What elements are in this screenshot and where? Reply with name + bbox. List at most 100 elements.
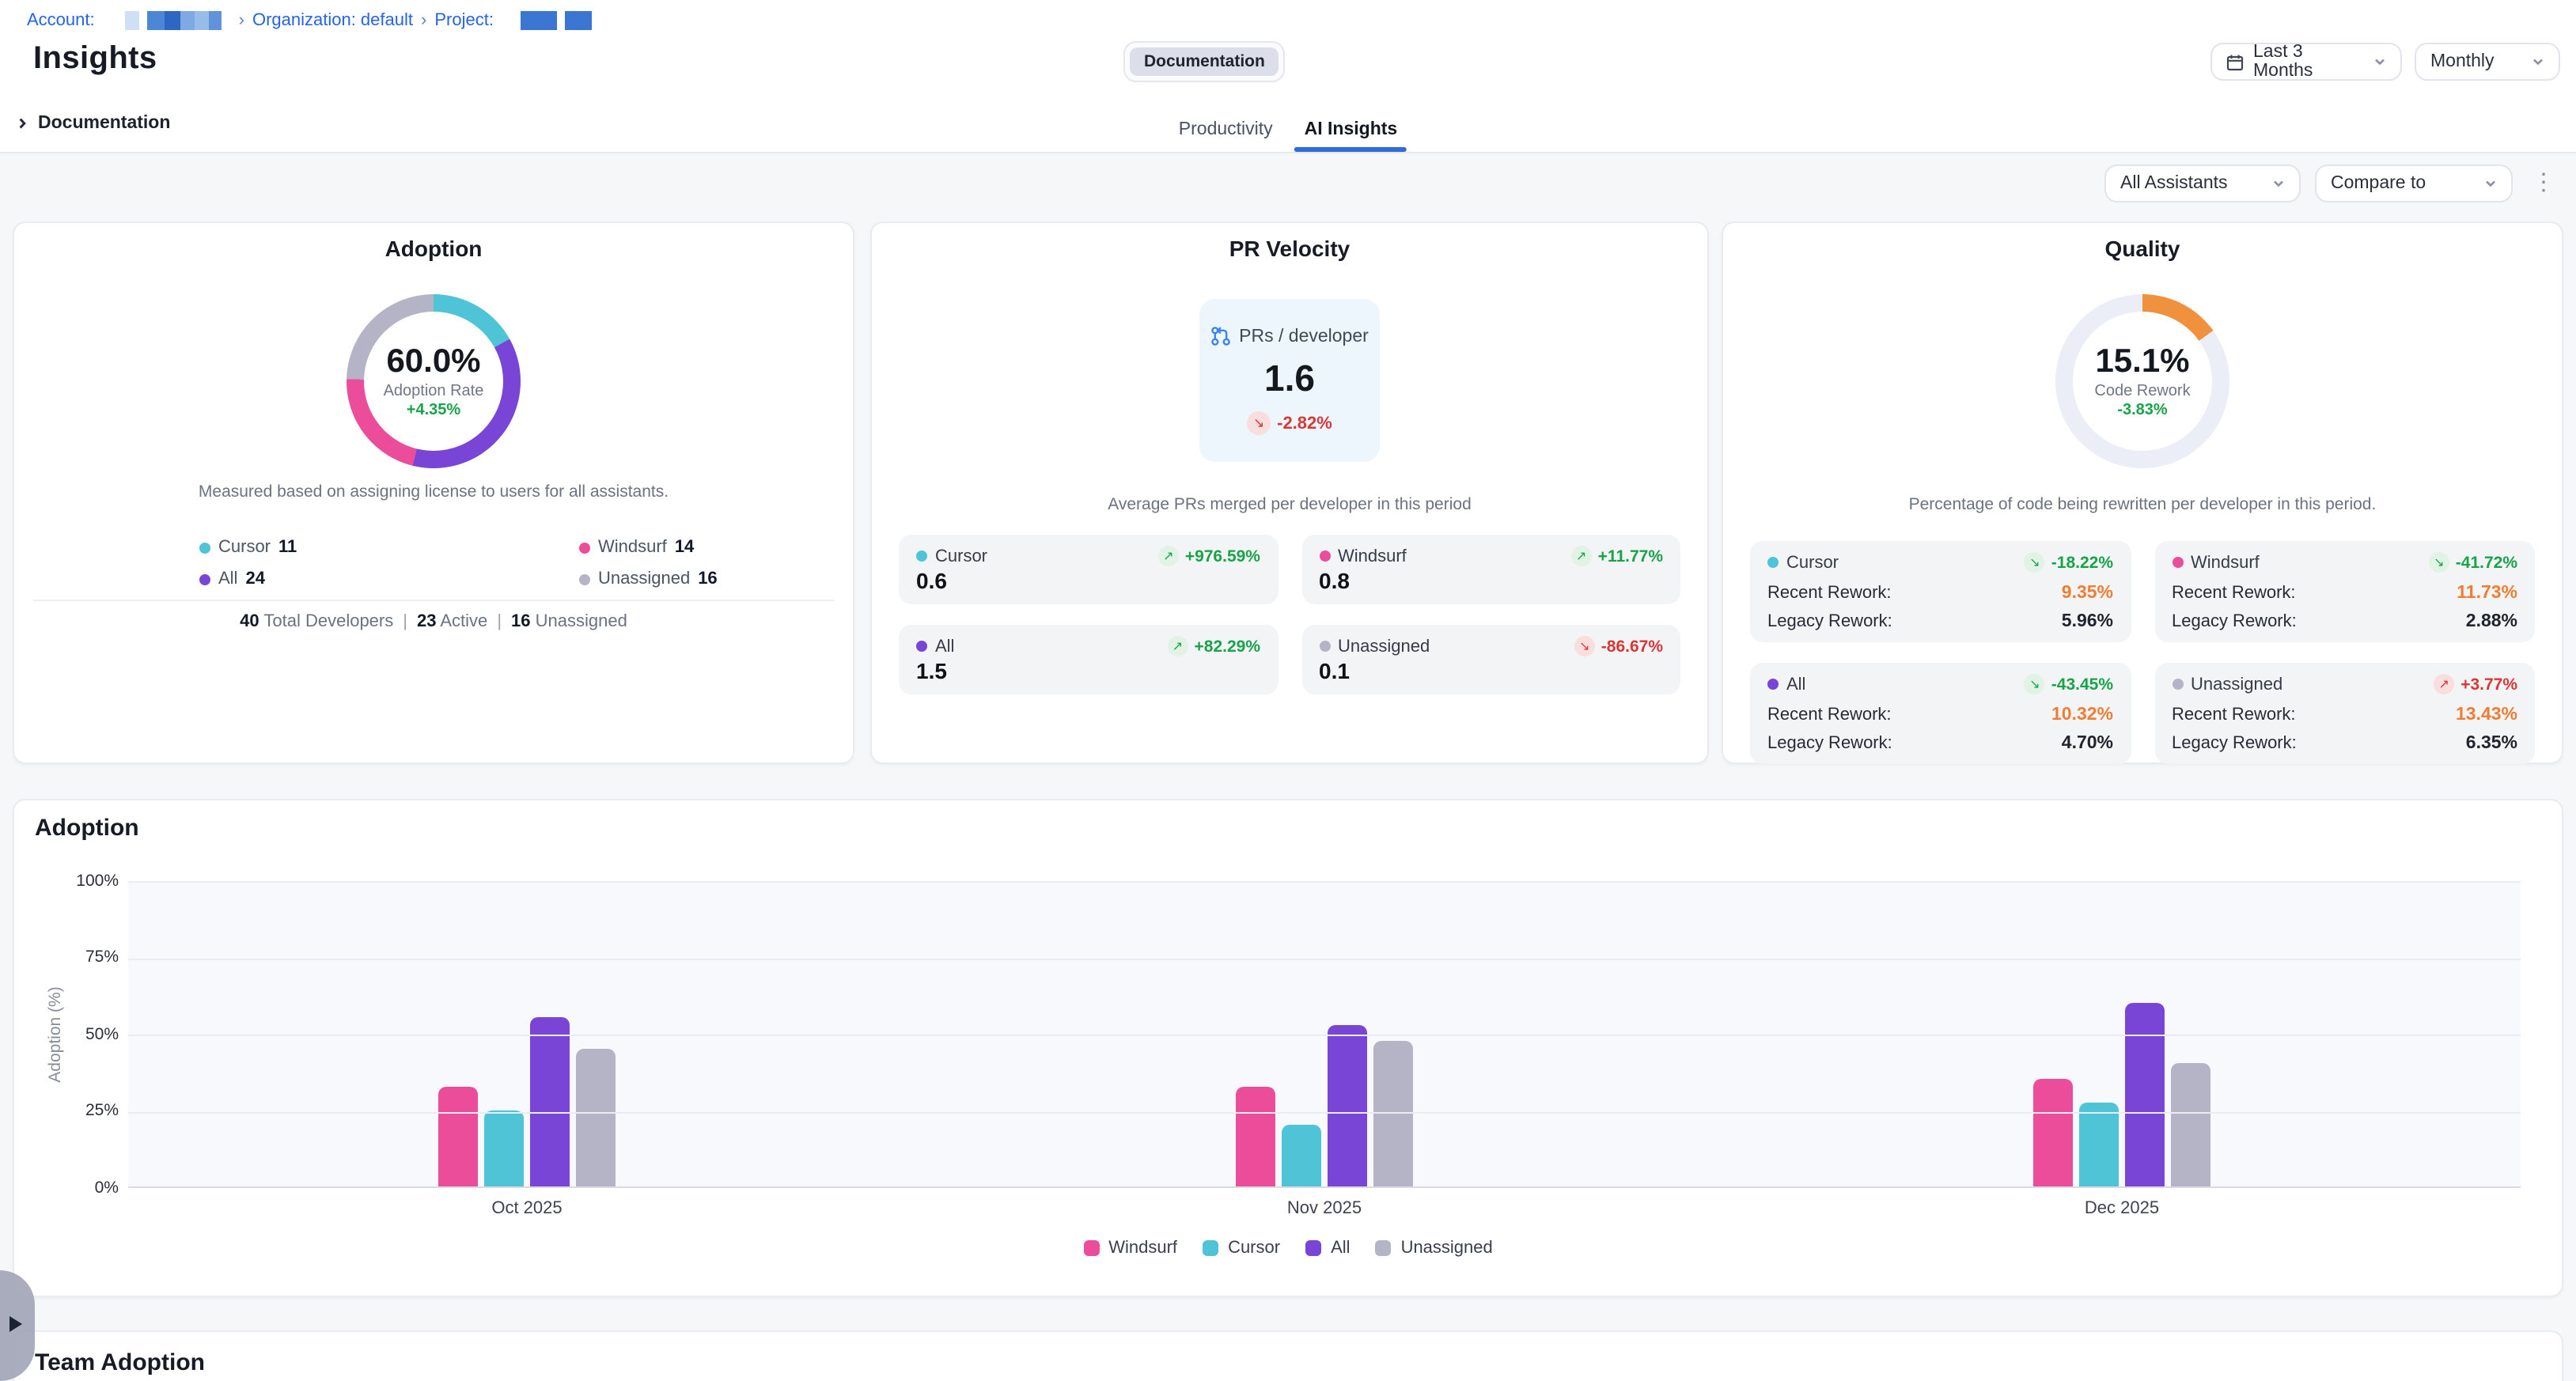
legend-item-unassigned[interactable]: Unassigned 16	[579, 569, 718, 588]
tile-change: -18.22%	[2051, 553, 2113, 572]
view-tabs: Productivity AI Insights	[1176, 108, 1407, 152]
x-axis-labels: Oct 2025 Nov 2025 Dec 2025	[128, 1199, 2521, 1218]
tile-name: All	[935, 637, 955, 656]
cursor-dot	[1767, 557, 1779, 568]
adoption-donut-ring: 60.0% Adoption Rate +4.35%	[347, 294, 521, 468]
chart-legend-cursor[interactable]: Cursor	[1203, 1239, 1280, 1258]
pr-tile-cursor: Cursor ↗ +976.59% 0.6	[899, 535, 1278, 604]
x-label-nov: Nov 2025	[1286, 1199, 1362, 1218]
legend-item-cursor[interactable]: Cursor 11	[199, 538, 297, 557]
unassigned-dot	[579, 573, 590, 585]
legend-label: Windsurf	[1108, 1239, 1178, 1258]
adoption-card-title: Adoption	[385, 236, 483, 261]
active-label: Active	[440, 612, 488, 631]
quality-tile-windsurf: Windsurf ↘ -41.72% Recent Rework: 11.73% L…	[2154, 541, 2535, 642]
date-range-dropdown[interactable]: Last 3 Months	[2210, 43, 2402, 81]
gridline	[128, 881, 2521, 883]
breadcrumb-account-label[interactable]: Account:	[27, 11, 95, 30]
chart-legend-windsurf[interactable]: Windsurf	[1083, 1239, 1177, 1258]
y-tick-75: 75%	[85, 948, 119, 967]
adoption-rate-value: 60.0%	[386, 343, 481, 380]
assistants-dropdown[interactable]: All Assistants	[2104, 165, 2301, 202]
bar-windsurf	[2033, 1079, 2073, 1186]
bar-cursor	[1282, 1125, 1321, 1186]
tile-name: Windsurf	[1338, 547, 1407, 566]
windsurf-dot	[2172, 557, 2183, 568]
trend-down-icon: ↘	[2024, 674, 2045, 694]
chart-legend: Windsurf Cursor All Unassigned	[14, 1239, 2562, 1258]
tile-change: +11.77%	[1597, 547, 1663, 566]
tile-change: -41.72%	[2455, 553, 2517, 572]
breadcrumb-separator: ›	[238, 11, 244, 30]
adoption-rate-change: +4.35%	[406, 402, 461, 419]
redacted-project-name	[520, 11, 557, 30]
adoption-legend-right: Windsurf 14 Unassigned 16	[579, 538, 718, 588]
bar-cursor	[2079, 1102, 2119, 1186]
tab-ai-insights[interactable]: AI Insights	[1294, 108, 1407, 152]
pull-request-icon	[1211, 327, 1230, 346]
recent-rework-label: Recent Rework:	[1767, 583, 1892, 602]
breadcrumb-project-label[interactable]: Project:	[434, 11, 494, 30]
documentation-toggle-button[interactable]: Documentation	[1123, 41, 1286, 82]
chart-legend-all[interactable]: All	[1305, 1239, 1351, 1258]
tile-name: Unassigned	[1338, 637, 1430, 656]
legacy-rework-label: Legacy Rework:	[2172, 612, 2297, 631]
all-dot	[916, 641, 927, 652]
tab-productivity[interactable]: Productivity	[1176, 108, 1276, 152]
legend-label: Windsurf	[598, 538, 667, 557]
quality-gauge-center: 15.1% Code Rework -3.83%	[2055, 294, 2229, 468]
legend-item-all[interactable]: All 24	[199, 569, 297, 588]
legacy-rework-value: 6.35%	[2465, 734, 2517, 753]
legend-label: Unassigned	[598, 569, 691, 588]
tile-change: +3.77%	[2460, 675, 2517, 694]
tile-change: +82.29%	[1194, 637, 1261, 656]
all-dot	[1767, 679, 1779, 690]
documentation-expander[interactable]: Documentation	[16, 114, 170, 133]
quality-tile-all: All ↘ -43.45% Recent Rework: 10.32% Legacy…	[1750, 663, 2131, 764]
bar-all	[1328, 1025, 1367, 1186]
active-count: 23	[416, 612, 437, 631]
bar-cursor	[484, 1110, 524, 1186]
chevron-down-icon	[2533, 59, 2543, 66]
x-label-oct: Oct 2025	[491, 1199, 563, 1218]
tab-productivity-label: Productivity	[1178, 120, 1273, 139]
gridline	[128, 1111, 2521, 1113]
pr-velocity-caption: Average PRs merged per developer in this…	[1108, 495, 1472, 514]
sidebar-expand-handle[interactable]	[0, 1270, 35, 1381]
unassigned-dot	[2172, 679, 2183, 690]
quality-tile-cursor: Cursor ↘ -18.22% Recent Rework: 9.35% Lega…	[1750, 541, 2131, 642]
x-label-dec: Dec 2025	[2084, 1199, 2160, 1218]
breadcrumb-organization[interactable]: Organization: default	[252, 11, 413, 30]
compare-to-dropdown[interactable]: Compare to	[2315, 165, 2513, 202]
bar-unassigned	[2171, 1063, 2210, 1186]
recent-rework-label: Recent Rework:	[2172, 583, 2296, 602]
unassigned-swatch	[1375, 1240, 1392, 1256]
quality-gauge-ring: 15.1% Code Rework -3.83%	[2055, 294, 2229, 468]
legend-item-windsurf[interactable]: Windsurf 14	[579, 538, 718, 557]
recent-rework-value: 10.32%	[2051, 705, 2113, 724]
more-options-icon[interactable]: ⋮	[2532, 169, 2555, 196]
interval-dropdown[interactable]: Monthly	[2415, 43, 2560, 81]
adoption-donut-center: 60.0% Adoption Rate +4.35%	[347, 294, 521, 468]
adoption-legend-left: Cursor 11 All 24	[199, 538, 297, 588]
adoption-chart-card: Adoption Adoption (%) 100% 75% 50% 25% 0…	[13, 799, 2563, 1297]
unassigned-label: Unassigned	[535, 612, 627, 631]
bar-all	[530, 1017, 570, 1186]
quality-tiles: Cursor ↘ -18.22% Recent Rework: 9.35% Lega…	[1750, 541, 2535, 764]
adoption-summary: 40 Total Developers | 23 Active | 16 Unassig…	[14, 612, 853, 631]
separator: |	[403, 612, 407, 631]
code-rework-label: Code Rework	[2094, 383, 2191, 400]
chevron-down-icon	[2375, 59, 2385, 66]
legend-value: 14	[674, 538, 695, 557]
trend-down-icon: ↘	[1574, 636, 1595, 656]
calendar-icon	[2226, 54, 2244, 70]
separator: |	[497, 612, 502, 631]
legend-label: Cursor	[218, 538, 271, 557]
recent-rework-label: Recent Rework:	[2172, 705, 2296, 724]
legend-label: All	[1331, 1239, 1351, 1258]
redacted-project-name-2	[564, 11, 592, 30]
chart-plot-area	[128, 881, 2521, 1188]
interval-value: Monthly	[2430, 52, 2495, 71]
chart-legend-unassigned[interactable]: Unassigned	[1375, 1239, 1493, 1258]
pr-metric-change-badge: ↘ -2.82%	[1247, 411, 1332, 435]
